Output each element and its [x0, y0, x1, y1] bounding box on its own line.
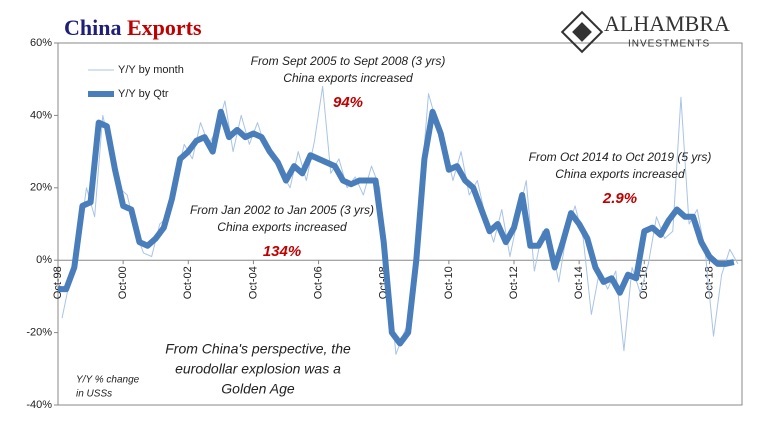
footnote: Y/Y % change: [76, 375, 140, 386]
note-text: Golden Age: [221, 381, 295, 397]
note-text: eurodollar explosion was a: [175, 361, 341, 377]
footnote: in USSs: [76, 389, 112, 400]
x-tick-label: Oct-04: [247, 266, 259, 299]
chart-title: China Exports: [64, 15, 202, 40]
x-tick-label: Oct-10: [443, 266, 455, 299]
y-tick-label: -40%: [26, 399, 52, 411]
annotation-text: China exports increased: [555, 167, 685, 181]
annotation-text: China exports increased: [283, 71, 413, 85]
series-line: [58, 108, 735, 347]
x-tick-label: Oct-14: [573, 266, 585, 299]
x-tick-label: Oct-98: [52, 266, 64, 299]
x-tick-label: Oct-02: [182, 266, 194, 299]
y-tick-label: 20%: [30, 182, 52, 194]
logo-subtext: INVESTMENTS: [628, 39, 710, 50]
y-tick-label: 0%: [36, 254, 52, 266]
x-tick-label: Oct-00: [117, 266, 129, 299]
annotation-highlight: 2.9%: [602, 190, 637, 207]
annotation-highlight: 134%: [263, 243, 301, 260]
y-tick-label: 60%: [30, 37, 52, 49]
logo-icon: [560, 10, 604, 54]
note-text: From China's perspective, the: [165, 341, 351, 357]
plot-frame: [57, 42, 743, 406]
annotation-text: From Sept 2005 to Sept 2008 (3 yrs): [251, 54, 446, 68]
legend-label: Y/Y by month: [118, 64, 184, 76]
x-tick-label: Oct-18: [703, 266, 715, 299]
x-tick-label: Oct-12: [508, 266, 520, 299]
annotation-text: From Oct 2014 to Oct 2019 (5 yrs): [529, 150, 712, 164]
annotation-text: China exports increased: [217, 220, 347, 234]
x-tick-label: Oct-06: [312, 266, 324, 299]
annotation-highlight: 94%: [333, 94, 363, 111]
y-tick-label: -20%: [26, 327, 52, 339]
y-tick-label: 40%: [30, 109, 52, 121]
title-highlight: Exports: [127, 15, 202, 40]
legend-label: Y/Y by Qtr: [118, 88, 169, 100]
title-part: China: [64, 15, 121, 40]
logo-text: ALHAMBRA: [604, 11, 730, 36]
annotation-text: From Jan 2002 to Jan 2005 (3 yrs): [190, 203, 374, 217]
